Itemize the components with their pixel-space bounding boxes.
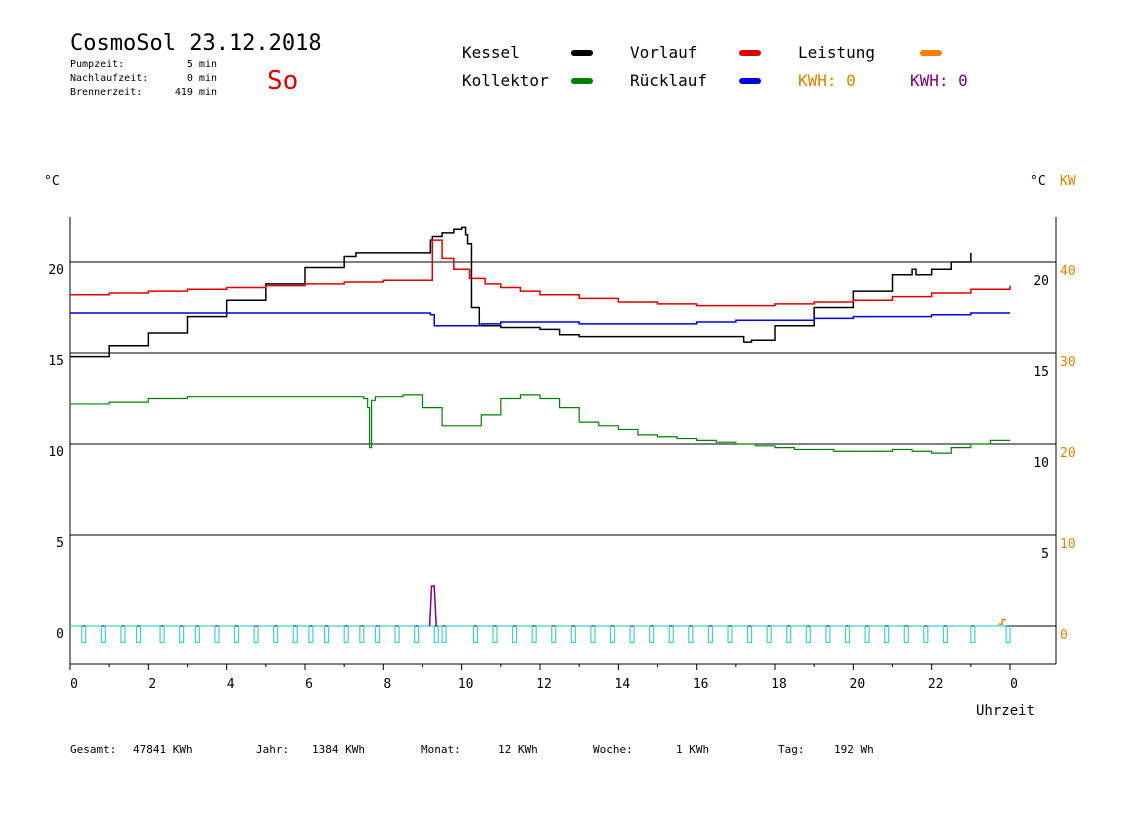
ticks-layer: 0 2 4 6 8 10 12 14 16 18 20 22 0 0 5 10 15 20 5 10 15 20 0 10 20… xyxy=(48,263,1075,692)
x-tick-label-6: 12 xyxy=(536,677,552,692)
legend-swatch-kollektor xyxy=(571,78,593,84)
series-line-kessel xyxy=(70,226,972,358)
right-kw-tick-label-1: 10 xyxy=(1060,537,1076,552)
series-line-vorlauf xyxy=(70,239,1011,307)
legend-kwh-purple: KWH: 0 xyxy=(910,71,968,90)
x-tick-label-12: 0 xyxy=(1010,677,1018,692)
x-tick-label-8: 16 xyxy=(693,677,709,692)
footer-label-monat: Monat: xyxy=(421,743,461,756)
series-line-kollektor xyxy=(70,394,1010,454)
x-tick-label-0: 0 xyxy=(70,677,78,692)
footer-label-woche: Woche: xyxy=(593,743,633,756)
x-tick-label-7: 14 xyxy=(615,677,631,692)
left-tick-label-3: 15 xyxy=(48,354,64,369)
right-tick-label-0: 5 xyxy=(1041,547,1049,562)
day-label: So xyxy=(267,66,298,96)
series-layer xyxy=(70,226,1011,643)
left-tick-label-4: 20 xyxy=(48,263,64,278)
legend-swatch-ruecklauf xyxy=(739,78,761,84)
footer-label-jahr: Jahr: xyxy=(256,743,289,756)
legend-label-vorlauf: Vorlauf xyxy=(630,43,697,62)
right-kw-tick-label-3: 30 xyxy=(1060,355,1076,370)
pump-spikes-line xyxy=(70,625,1011,643)
x-tick-label-5: 10 xyxy=(458,677,474,692)
left-tick-label-2: 10 xyxy=(48,445,64,460)
legend-swatch-leistung xyxy=(920,50,942,56)
left-tick-label-0: 0 xyxy=(56,627,64,642)
x-tick-label-9: 18 xyxy=(771,677,787,692)
x-tick-label-2: 4 xyxy=(227,677,235,692)
footer-label-gesamt: Gesamt: xyxy=(70,743,116,756)
series-line-ruecklauf xyxy=(70,312,1010,327)
x-axis-label: Uhrzeit xyxy=(976,703,1035,719)
x-tick-label-1: 2 xyxy=(148,677,156,692)
right-axis-unit: °C xyxy=(1030,174,1046,189)
left-tick-label-1: 5 xyxy=(56,536,64,551)
x-tick-label-3: 6 xyxy=(305,677,313,692)
footer-value-gesamt: 47841 KWh xyxy=(133,743,193,756)
info-label-nachlauf: Nachlaufzeit: xyxy=(70,73,148,84)
right-kw-tick-label-0: 0 xyxy=(1060,628,1068,643)
legend-kwh-orange: KWH: 0 xyxy=(798,71,856,90)
legend-swatch-vorlauf xyxy=(739,50,761,56)
footer-value-tag: 192 Wh xyxy=(834,743,874,756)
right-axis-unit-kw: KW xyxy=(1060,174,1076,189)
legend-label-leistung: Leistung xyxy=(798,43,875,62)
x-tick-label-10: 20 xyxy=(850,677,866,692)
right-tick-label-1: 10 xyxy=(1033,456,1049,471)
x-tick-label-4: 8 xyxy=(383,677,391,692)
axes-layer xyxy=(69,217,1057,665)
right-tick-label-3: 20 xyxy=(1033,274,1049,289)
footer-label-tag: Tag: xyxy=(778,743,805,756)
burner-pulse-line xyxy=(428,585,437,627)
chart-title: CosmoSol 23.12.2018 xyxy=(70,31,322,56)
right-kw-tick-label-4: 40 xyxy=(1060,264,1076,279)
x-tick-label-11: 22 xyxy=(928,677,944,692)
footer-value-monat: 12 KWh xyxy=(498,743,538,756)
info-label-pump: Pumpzeit: xyxy=(70,59,124,70)
right-kw-tick-label-2: 20 xyxy=(1060,446,1076,461)
legend-label-ruecklauf: Rücklauf xyxy=(630,71,707,90)
info-value-brenner: 419 min xyxy=(175,87,217,98)
right-tick-label-2: 15 xyxy=(1033,365,1049,380)
legend-swatch-kessel xyxy=(571,50,593,56)
info-value-nachlauf: 0 min xyxy=(187,73,217,84)
info-value-pump: 5 min xyxy=(187,59,217,70)
series-line-leistung xyxy=(998,618,1007,625)
left-axis-unit: °C xyxy=(44,174,60,189)
footer-value-jahr: 1384 KWh xyxy=(312,743,365,756)
footer-value-woche: 1 KWh xyxy=(676,743,709,756)
legend-label-kollektor: Kollektor xyxy=(462,71,549,90)
info-label-brenner: Brennerzeit: xyxy=(70,87,142,98)
legend-label-kessel: Kessel xyxy=(462,43,520,62)
